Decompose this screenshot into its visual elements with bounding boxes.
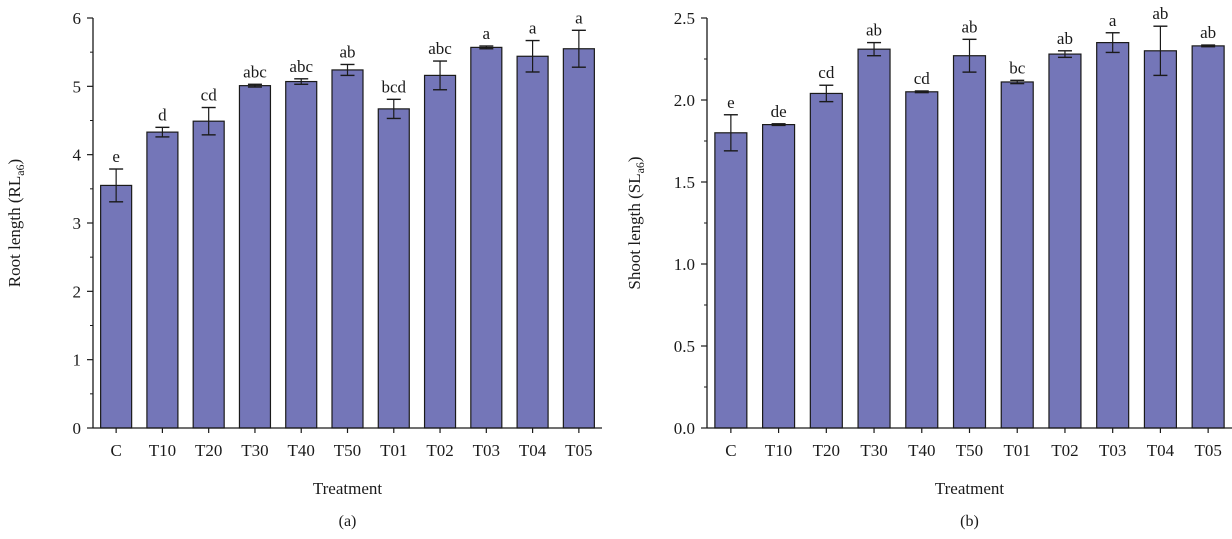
significance-letter: d [158,105,167,124]
shoot-length-chart: e de cd ab cd ab bc ab a ab ab C T10 T20 T30 T40 T50 T01… [625,4,1232,530]
significance-letter: cd [914,69,931,88]
x-tick-label: C [110,441,121,460]
bar [516,55,549,429]
bar [562,48,595,429]
significance-letter: e [727,93,735,112]
significance-letter: e [112,147,120,166]
bar [238,85,272,429]
y-tick-label: 2.5 [674,9,695,28]
bar [423,74,457,429]
bar [146,131,179,429]
bar [192,120,225,429]
bar [331,69,364,429]
significance-letter: de [771,102,787,121]
x-tick-label: T01 [380,441,407,460]
significance-letter: abc [428,39,452,58]
bar [285,80,318,429]
bar [1143,50,1177,429]
bar [1096,41,1130,429]
x-tick-label: T30 [860,441,887,460]
x-tick-label: T04 [1147,441,1175,460]
x-axis-label: Treatment [313,479,383,498]
significance-letter: bcd [381,77,406,96]
significance-letter: a [483,24,491,43]
x-tick-label: T30 [241,441,268,460]
bar [762,123,796,429]
x-tick-label: T40 [288,441,315,460]
significance-letter: ab [1200,23,1216,42]
significance-letter: a [575,8,583,27]
significance-letter: ab [866,21,882,40]
significance-letter: bc [1009,58,1026,77]
significance-letter: ab [961,17,977,36]
bar [100,184,133,429]
bar [809,92,843,429]
bar [952,55,987,429]
x-tick-label: T01 [1004,441,1031,460]
significance-letter: ab [1152,4,1168,23]
y-tick-label: 5 [73,77,82,96]
bar [470,46,503,429]
bar [714,132,748,429]
x-tick-label: T40 [908,441,935,460]
significance-letter: ab [339,42,355,61]
significance-letter: cd [818,63,835,82]
y-axis-label: Root length (RLa6) [5,159,27,287]
x-tick-label: C [725,441,736,460]
x-tick-label: T02 [426,441,453,460]
chart-panel-b: e de cd ab cd ab bc ab a ab ab C T10 T20 T30 T40 T50 T01… [616,0,1232,539]
y-tick-label: 4 [73,146,82,165]
bar [905,91,939,429]
significance-letter: abc [243,62,267,81]
significance-letter: a [1109,11,1117,30]
x-tick-label: T10 [765,441,792,460]
x-tick-label: T03 [1099,441,1126,460]
x-tick-label: T20 [813,441,840,460]
x-axis-label: Treatment [935,479,1005,498]
bars-group: e de cd ab cd ab bc ab a ab ab [714,4,1225,429]
panel-label: (a) [339,513,357,530]
x-tick-label: T05 [1194,441,1221,460]
y-tick-label: 2 [73,282,82,301]
x-tick-label: T20 [195,441,222,460]
bar [1191,45,1225,429]
y-tick-label: 1 [73,351,82,370]
y-axis-label: Shoot length (SLa6) [625,156,647,289]
x-tick-label: T50 [334,441,361,460]
significance-letter: a [529,19,537,38]
bar [1000,81,1034,429]
bars-group: e d cd abc abc ab bcd abc a a a [100,8,595,429]
bar [1048,53,1082,429]
x-tick-label: T02 [1051,441,1078,460]
significance-letter: ab [1057,29,1073,48]
y-tick-label: 0 [73,419,82,438]
x-tick-label: T10 [149,441,176,460]
bar [377,108,410,429]
significance-letter: abc [289,57,313,76]
bar [857,48,891,429]
y-tick-label: 0.0 [674,419,695,438]
axes-group: C T10 T20 T30 T40 T50 T01 T02 T03 T04 T05 0 1 2 3 4 5 6 [73,9,602,460]
significance-letter: cd [201,86,218,105]
y-tick-label: 3 [73,214,82,233]
y-tick-label: 2.0 [674,91,695,110]
x-tick-label: T50 [956,441,983,460]
root-length-chart: e d cd abc abc ab bcd abc a a a C T10 T20 T30 T40 T50 T0… [5,8,602,530]
axes-group: C T10 T20 T30 T40 T50 T01 T02 T03 T04 T05 0.0 0.5 1.0… [674,9,1232,460]
chart-panel-a: e d cd abc abc ab bcd abc a a a C T10 T20 T30 T40 T50 T0… [5,8,602,530]
panel-label: (b) [960,513,979,530]
y-tick-label: 0.5 [674,337,695,356]
x-tick-label: T04 [519,441,547,460]
y-tick-label: 1.5 [674,173,695,192]
y-tick-label: 1.0 [674,255,695,274]
y-tick-label: 6 [73,9,82,28]
x-tick-label: T05 [565,441,592,460]
x-tick-label: T03 [473,441,500,460]
